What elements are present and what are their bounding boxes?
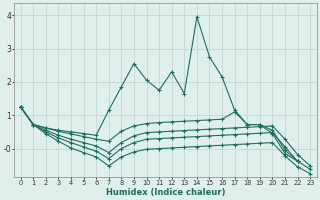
X-axis label: Humidex (Indice chaleur): Humidex (Indice chaleur) <box>106 188 225 197</box>
